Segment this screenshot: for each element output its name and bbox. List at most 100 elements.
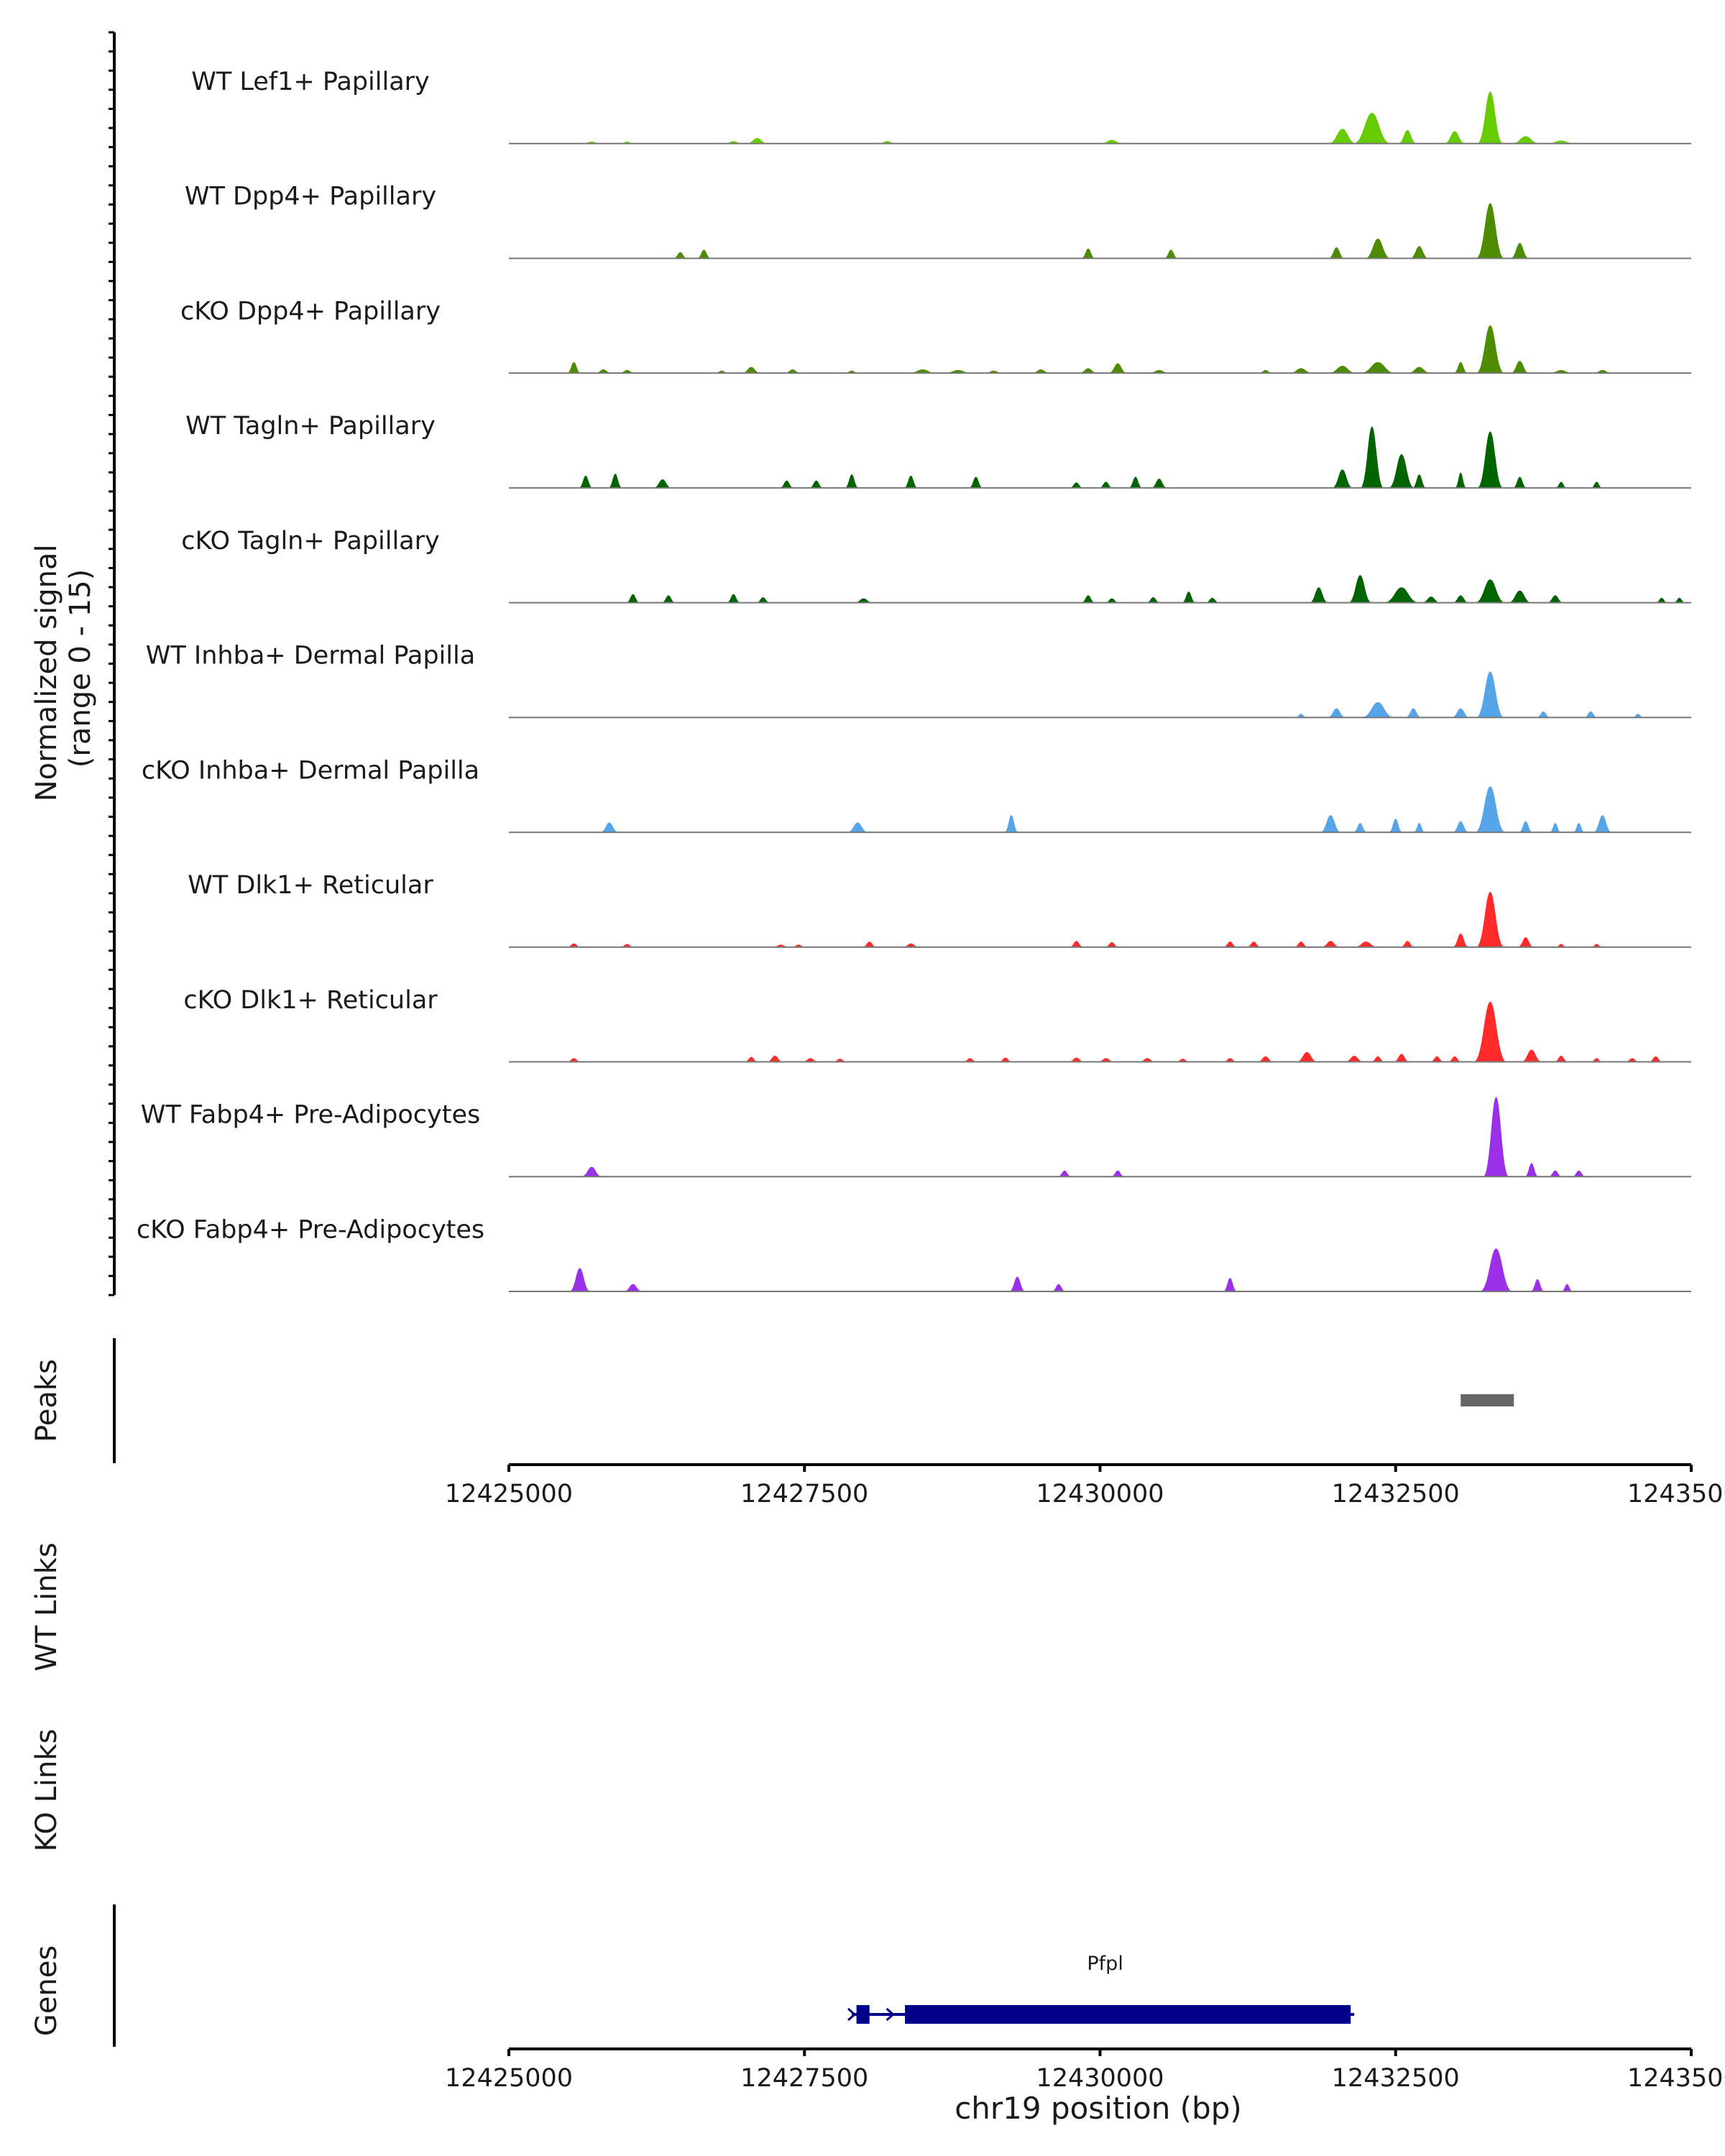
- signal-peak: [1068, 1057, 1085, 1062]
- gene-name-label: Pfpl: [1087, 1953, 1123, 1975]
- signal-peak: [1404, 708, 1422, 718]
- signal-peak: [784, 369, 801, 374]
- signal-peak: [1078, 368, 1098, 374]
- track-label: cKO Dpp4+ Papillary: [180, 297, 441, 326]
- signal-peak: [1530, 1279, 1545, 1291]
- gene-models: Pfpl: [847, 1953, 1355, 2024]
- genes-track-label: Genes: [30, 1945, 63, 2036]
- track-wt-fabp4-pre-adipocytes: WT Fabp4+ Pre-Adipocytes: [141, 1097, 1691, 1178]
- signal-peak: [1451, 708, 1471, 718]
- track-label: WT Inhba+ Dermal Papilla: [146, 642, 475, 671]
- signal-peak: [1536, 711, 1551, 718]
- signal-peak: [962, 1058, 978, 1062]
- signal-peak: [623, 1284, 643, 1291]
- signal-peak: [1289, 368, 1313, 374]
- signal-peak: [1108, 363, 1128, 374]
- signal-peak: [1321, 941, 1340, 947]
- signal-peak: [1223, 941, 1238, 947]
- signal-peak: [998, 1057, 1013, 1062]
- signal-peak: [1561, 1284, 1573, 1291]
- signal-peak: [1081, 248, 1095, 259]
- signal-peak: [1473, 1001, 1507, 1062]
- genes-panel: Genes Pfpl: [30, 1904, 1355, 2047]
- signal-peak: [1296, 1051, 1318, 1062]
- signal-peak: [1069, 941, 1084, 947]
- peak-regions: [1460, 1394, 1514, 1406]
- signal-peak: [1453, 361, 1468, 374]
- signal-peak: [1477, 431, 1504, 488]
- signal-peak: [746, 138, 768, 144]
- x-top-tick-label: 12435000: [1627, 1480, 1725, 1508]
- signal-peak: [766, 1056, 783, 1062]
- signal-peak: [620, 944, 635, 947]
- signal-peak: [1384, 587, 1420, 603]
- signal-peak: [908, 369, 937, 374]
- signal-peak: [1100, 139, 1124, 144]
- signal-peak: [1257, 1056, 1274, 1062]
- signal-peak: [1555, 482, 1568, 488]
- signal-peak: [653, 479, 673, 488]
- track-wt-inhba-dermal-papilla: WT Inhba+ Dermal Papilla: [146, 642, 1691, 719]
- signal-peak: [1547, 140, 1576, 144]
- signal-peak: [579, 475, 593, 488]
- x-bottom-tick-label: 12432500: [1332, 2064, 1460, 2093]
- signal-peak: [1510, 243, 1530, 259]
- x-axis-bottom: 12425000 12427500 12430000 12432500 12435000: [445, 2047, 1725, 2093]
- signal-peak: [1547, 595, 1564, 603]
- track-cko-tagln-papillary: cKO Tagln+ Papillary: [181, 527, 1691, 604]
- signal-peak: [1069, 482, 1084, 488]
- coverage-tracks: WT Lef1+ Papillary WT Dpp4+ Papillary cKO …: [137, 68, 1691, 1292]
- signal-peak: [1105, 941, 1119, 947]
- signal-peak: [1138, 1058, 1156, 1062]
- track-label: WT Tagln+ Papillary: [185, 412, 436, 441]
- signal-peak: [1547, 1170, 1563, 1177]
- signal-peak: [1517, 937, 1535, 947]
- signal-peak: [1409, 246, 1429, 259]
- signal-peak: [1591, 1058, 1603, 1062]
- signal-peak: [1320, 815, 1342, 833]
- signal-peak: [1327, 708, 1346, 718]
- signal-peak: [1081, 595, 1095, 603]
- signal-peak: [1452, 595, 1469, 603]
- signal-peak: [1407, 367, 1432, 374]
- y-axis-title-line-2: (range 0 - 15): [64, 569, 97, 768]
- signal-peak: [845, 474, 859, 488]
- track-label: WT Dpp4+ Papillary: [185, 183, 436, 211]
- signal-peak: [854, 598, 873, 603]
- signal-peak: [1455, 472, 1467, 488]
- signal-peak: [1052, 1284, 1066, 1291]
- track-wt-dpp4-papillary: WT Dpp4+ Papillary: [185, 183, 1691, 259]
- signal-peak: [1110, 1170, 1126, 1177]
- track-label: cKO Dlk1+ Reticular: [183, 986, 438, 1015]
- signal-peak: [1146, 596, 1161, 603]
- signal-peak: [1294, 941, 1309, 947]
- signal-peak: [847, 822, 869, 833]
- signal-peak: [1673, 597, 1685, 603]
- signal-peak: [1345, 1056, 1364, 1062]
- track-wt-tagln-papillary: WT Tagln+ Papillary: [185, 412, 1691, 489]
- signal-peak: [944, 369, 972, 374]
- signal-peak: [1549, 823, 1562, 833]
- signal-peak: [1353, 823, 1368, 833]
- signal-peak: [1098, 1058, 1115, 1062]
- signal-peak: [581, 1166, 602, 1177]
- signal-peak: [1518, 821, 1533, 833]
- signal-peak: [726, 594, 741, 603]
- signal-peak: [1524, 1163, 1539, 1177]
- signal-peak: [1175, 1059, 1190, 1062]
- signal-peak: [1421, 596, 1441, 603]
- signal-peak: [1388, 819, 1403, 833]
- x-bottom-tick-label: 12427500: [740, 2064, 868, 2093]
- signal-peak: [809, 480, 824, 488]
- signal-peak: [1128, 476, 1143, 488]
- signal-peak: [1031, 369, 1051, 374]
- signal-peak: [744, 1056, 759, 1062]
- signal-peak: [1624, 1058, 1639, 1062]
- signal-peak: [1164, 249, 1179, 259]
- track-wt-lef1-papillary: WT Lef1+ Papillary: [191, 68, 1691, 144]
- signal-peak: [1398, 129, 1417, 144]
- gene-exon: [905, 2005, 1351, 2024]
- signal-peak: [1328, 129, 1357, 144]
- signal-peak: [1294, 714, 1307, 718]
